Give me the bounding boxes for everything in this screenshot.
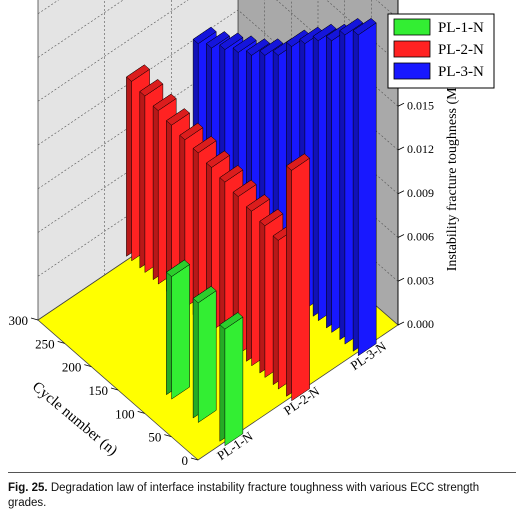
legend-label: PL-3-N [438, 64, 484, 80]
z-tick-label: 0.012 [407, 142, 434, 156]
z-tick-label: 0.003 [407, 273, 434, 287]
chart-bars [125, 17, 377, 447]
bar-pl-1-n-front [171, 264, 190, 400]
z-tick-label: 0.009 [407, 186, 434, 200]
bar-pl-2-n-top [152, 93, 177, 111]
bar-pl-2-n-top [259, 208, 284, 227]
x-tick [137, 410, 145, 414]
bar-pl-2-n-top [139, 79, 164, 97]
bar-pl-2-n-top [205, 150, 231, 168]
x-tick [190, 457, 199, 461]
figure-caption: Fig. 25. Degradation law of interface in… [8, 481, 518, 511]
x-tick [164, 434, 172, 438]
bar-pl-1-n-front [224, 316, 244, 447]
z-tick [397, 190, 405, 195]
bar-pl-3-n-top [245, 38, 271, 56]
gridline-z [37, 0, 399, 63]
legend-swatch [393, 62, 431, 80]
z-tick [397, 102, 405, 107]
x-tick-label: 250 [35, 336, 55, 351]
x-tick [57, 340, 65, 344]
bar-pl-1-n-top [219, 312, 244, 330]
legend: PL-1-N PL-2-N PL-3-N [387, 13, 495, 89]
bar-pl-2-n-front [291, 157, 310, 402]
x-tick-label: 300 [9, 313, 29, 328]
legend-swatch [393, 40, 431, 58]
gridline-z [37, 9, 399, 151]
bar-pl-1-n-front [197, 290, 217, 423]
legend-label: PL-1-N [438, 20, 484, 36]
legend-swatch [393, 18, 431, 36]
x-tick [30, 317, 39, 321]
caption-text: Degradation law of interface instability… [8, 482, 480, 509]
caption-label: Fig. 25. [8, 482, 48, 494]
bar-pl-3-n-top [312, 23, 337, 42]
bar-pl-2-n-top [165, 108, 191, 126]
x-tick [84, 364, 92, 368]
z-tick [397, 234, 405, 238]
bar-pl-1-n-top [192, 285, 217, 304]
bar-pl-2-n-top [285, 153, 311, 171]
bar-pl-3-n-top [339, 18, 364, 36]
z-tick-label: 0.006 [407, 230, 434, 244]
z-tick [397, 321, 405, 326]
legend-label: PL-2-N [438, 42, 484, 58]
bar-pl-3-n-top [352, 18, 377, 36]
bar-pl-2-n-top [125, 64, 151, 82]
x-tick-label: 50 [148, 430, 161, 445]
bar-pl-3-n-front [357, 22, 377, 357]
z-tick [397, 277, 405, 282]
bar-pl-3-n-top [259, 38, 284, 56]
x-tick-label: 0 [182, 453, 189, 468]
z-tick-label: 0.000 [407, 317, 434, 331]
bar-pl-3-n-top [192, 26, 217, 45]
x-tick [110, 387, 119, 391]
x-tick-label: 150 [89, 383, 109, 398]
bar-pl-2-n-top [179, 122, 204, 141]
caption-divider [8, 472, 516, 473]
bar-pl-3-n-top [219, 32, 244, 50]
bar-pl-3-n-top [232, 35, 257, 53]
bar-pl-2-n-top [232, 179, 257, 197]
z-axis-label: Instability fracture toughness (MPa·m^1/… [445, 28, 460, 271]
bar-pl-2-n-top [219, 165, 244, 183]
bar-pl-3-n-top [205, 31, 231, 49]
bar-pl-2-n-top [245, 194, 271, 212]
gridline-z [37, 0, 399, 107]
bar-pl-1-n-top [165, 259, 191, 277]
bar-pl-2-n-top [192, 135, 217, 154]
x-tick-label: 100 [115, 406, 135, 421]
z-tick [397, 146, 405, 151]
x-tick-label: 200 [62, 360, 82, 375]
z-tick-label: 0.015 [407, 98, 434, 112]
